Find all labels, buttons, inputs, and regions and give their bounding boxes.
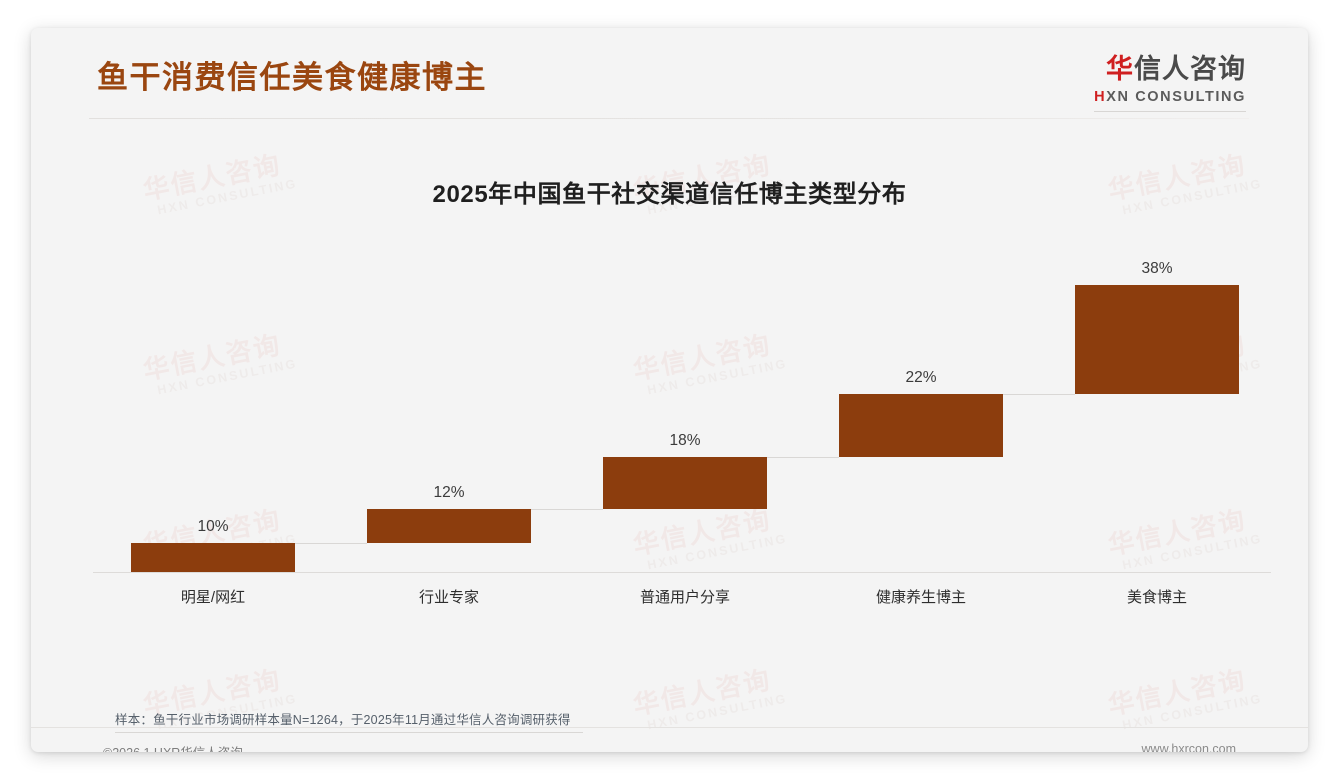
watermark-chinese: 华信人咨询 <box>1105 664 1249 721</box>
step-connector-line <box>295 543 367 544</box>
footer-copyright: ©2026.1 HXR华信人咨询 <box>103 742 243 752</box>
slide: 华信人咨询 HXN CONSULTING 华信人咨询 HXN CONSULTING 华信… <box>31 28 1308 752</box>
source-footnote: 样本：鱼干行业市场调研样本量N=1264，于2025年11月通过华信人咨询调研获… <box>115 709 583 733</box>
category-label: 普通用户分享 <box>639 589 730 606</box>
logo-chinese-accent: 华 <box>1106 54 1134 84</box>
bar[interactable] <box>131 543 295 572</box>
bar-value-label: 12% <box>433 483 465 501</box>
page-title: 鱼干消费信任美食健康博主 <box>97 60 487 95</box>
bar[interactable] <box>839 394 1003 458</box>
logo-english-accent: H <box>1094 89 1107 105</box>
step-connector-line <box>531 509 603 510</box>
header-divider <box>89 118 1249 119</box>
slide-footer: ©2026.1 HXR华信人咨询 www.hxrcon.com <box>31 727 1308 752</box>
logo-english: HXN CONSULTING <box>1094 90 1246 105</box>
category-label: 健康养生博主 <box>875 589 966 606</box>
logo-underline <box>1094 110 1246 112</box>
category-label: 行业专家 <box>418 589 479 606</box>
bar-value-label: 10% <box>197 518 229 536</box>
bar[interactable] <box>603 457 767 509</box>
watermark-chinese: 华信人咨询 <box>630 664 774 721</box>
chart-title: 2025年中国鱼干社交渠道信任博主类型分布 <box>432 181 907 208</box>
slide-header: 鱼干消费信任美食健康博主 华信人咨询 HXN CONSULTING <box>31 28 1308 119</box>
logo-chinese: 华信人咨询 <box>1094 56 1246 83</box>
brand-logo: 华信人咨询 HXN CONSULTING <box>1094 56 1246 112</box>
bar-value-label: 18% <box>669 432 701 450</box>
category-label: 美食博主 <box>1126 589 1187 606</box>
category-label: 明星/网红 <box>180 589 246 606</box>
plot-area: 10% 明星/网红 12% 行业专家 18% 普通用户分享 22% 健康养生博主 38% 美食博主 <box>95 238 1275 606</box>
chart-region: 10% 明星/网红 12% 行业专家 18% 普通用户分享 22% 健康养生博主 38% 美食博主 <box>65 238 1275 628</box>
bar-value-label: 38% <box>1141 260 1173 277</box>
bar[interactable] <box>367 508 531 544</box>
source-footnote-underline <box>115 732 583 733</box>
source-footnote-text: 样本：鱼干行业市场调研样本量N=1264，于2025年11月通过华信人咨询调研获… <box>115 713 571 727</box>
bar[interactable] <box>1075 285 1239 395</box>
step-connector-line <box>767 457 839 458</box>
step-connector-line <box>1003 394 1075 395</box>
x-axis-line <box>93 572 1271 573</box>
logo-english-rest: XN CONSULTING <box>1106 89 1246 105</box>
logo-chinese-rest: 信人咨询 <box>1134 54 1246 84</box>
bar-value-label: 22% <box>905 369 937 387</box>
footer-website[interactable]: www.hxrcon.com <box>1141 742 1236 752</box>
